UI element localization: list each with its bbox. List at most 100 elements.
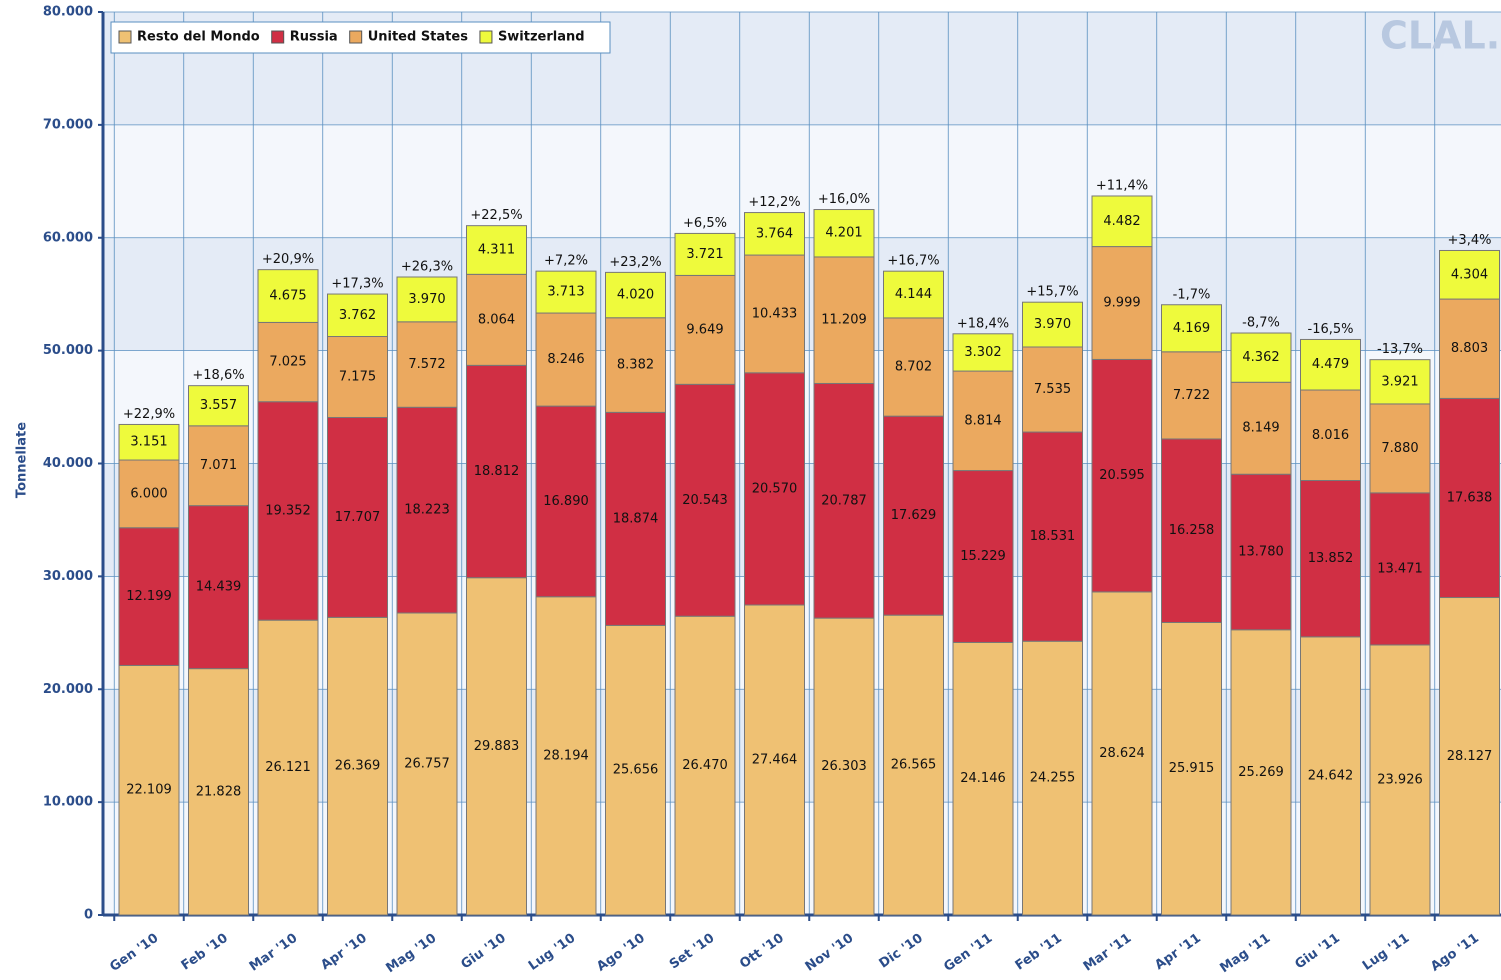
bar-segment <box>1439 597 1500 916</box>
data-label: 21.828 <box>196 784 242 799</box>
bar-segment <box>327 293 388 338</box>
data-label: 17.707 <box>335 510 381 525</box>
bar-segment <box>257 269 319 323</box>
total-change-label: -13,7% <box>1377 342 1423 357</box>
data-label: 3.151 <box>130 435 167 450</box>
data-label: 8.149 <box>1242 421 1279 436</box>
data-label: 18.812 <box>474 464 520 479</box>
bar-segment <box>1369 644 1431 916</box>
bar-segment <box>952 470 1014 643</box>
data-label: 9.649 <box>686 322 723 337</box>
legend-label: Switzerland <box>498 30 585 45</box>
bar-segment <box>396 321 458 408</box>
legend-swatch <box>271 30 285 44</box>
data-label: 10.433 <box>752 306 798 321</box>
bar-segment <box>118 664 180 916</box>
y-tick-label: 0 <box>84 908 93 923</box>
x-tick-label: Feb '10 <box>179 931 231 974</box>
bar-segment <box>118 423 180 461</box>
data-label: 27.464 <box>752 753 798 768</box>
legend-swatch <box>349 30 363 44</box>
bar-segment <box>188 668 249 916</box>
data-label: 13.471 <box>1377 561 1423 576</box>
total-change-label: +3,4% <box>1448 233 1492 248</box>
x-tick-label: Gen '11 <box>941 931 995 975</box>
total-change-label: +17,3% <box>331 277 383 292</box>
bar-segment <box>327 616 388 916</box>
y-tick-label: 40.000 <box>43 456 93 471</box>
data-label: 7.071 <box>200 458 237 473</box>
data-label: 13.780 <box>1238 545 1284 560</box>
data-label: 26.470 <box>682 758 728 773</box>
bar-segment <box>1091 195 1153 248</box>
data-label: 7.025 <box>269 355 306 370</box>
total-change-label: +15,7% <box>1026 285 1078 300</box>
bar-segment <box>396 276 458 323</box>
x-tick-label: Mag '11 <box>1217 931 1273 976</box>
data-label: 4.201 <box>825 226 862 241</box>
data-label: 12.199 <box>126 589 172 604</box>
data-label: 16.890 <box>543 494 589 509</box>
bar-segment <box>883 270 944 319</box>
bar-segment <box>1161 351 1222 440</box>
data-label: 4.362 <box>1242 350 1279 365</box>
bar-segment <box>952 370 1014 472</box>
total-change-label: +7,2% <box>544 254 588 269</box>
data-label: 13.852 <box>1308 551 1354 566</box>
bar-segment <box>1091 246 1153 360</box>
data-label: 7.535 <box>1034 382 1071 397</box>
total-change-label: +22,9% <box>123 407 175 422</box>
bar-segment <box>118 459 180 529</box>
data-label: 25.269 <box>1238 765 1284 780</box>
x-tick-label: Lug '11 <box>1360 931 1412 974</box>
bar-segment <box>605 411 666 626</box>
y-tick-label: 70.000 <box>43 117 93 132</box>
data-label: 3.764 <box>756 226 793 241</box>
total-change-label: +18,4% <box>957 316 1009 331</box>
bar-segment <box>883 614 944 916</box>
data-label: 4.020 <box>617 288 654 303</box>
total-change-label: -1,7% <box>1173 287 1211 302</box>
bar-segment <box>1022 301 1083 348</box>
data-label: 26.757 <box>404 756 450 771</box>
bar-segment <box>1230 332 1292 383</box>
x-tick-label: Apr '11 <box>1152 931 1204 973</box>
total-change-label: +26,3% <box>401 260 453 275</box>
bar-segment <box>674 383 736 617</box>
data-label: 8.016 <box>1312 428 1349 443</box>
bar-segment <box>674 232 736 276</box>
data-label: 24.642 <box>1308 768 1354 783</box>
bar-segment <box>605 624 666 916</box>
data-label: 22.109 <box>126 783 172 798</box>
y-tick-label: 60.000 <box>43 230 93 245</box>
data-label: 23.926 <box>1377 772 1423 787</box>
bar-segment <box>257 321 319 403</box>
data-label: 3.970 <box>1034 317 1071 332</box>
bar-segment <box>466 225 527 275</box>
bar-segment <box>674 274 736 385</box>
data-label: 4.144 <box>895 287 932 302</box>
data-label: 3.970 <box>408 292 445 307</box>
data-label: 3.921 <box>1381 374 1418 389</box>
x-tick-label: Gen '10 <box>107 931 161 975</box>
bar-segment <box>952 641 1014 916</box>
legend-label: Resto del Mondo <box>137 30 260 45</box>
data-label: 25.915 <box>1169 761 1215 776</box>
legend-label: United States <box>368 30 469 45</box>
legend-swatch <box>118 30 132 44</box>
data-label: 20.570 <box>752 481 798 496</box>
bar-segment <box>674 615 736 916</box>
data-label: 7.722 <box>1173 388 1210 403</box>
total-change-label: +20,9% <box>262 252 314 267</box>
logo: CLAL.it <box>1380 14 1501 58</box>
bar-segment <box>466 364 527 579</box>
bar-segment <box>257 619 319 916</box>
total-change-label: +16,0% <box>818 192 870 207</box>
data-label: 26.303 <box>821 759 867 774</box>
bar-segment <box>1091 358 1153 593</box>
bar-segment <box>1091 591 1153 916</box>
data-label: 24.255 <box>1030 771 1076 786</box>
total-change-label: +23,2% <box>609 255 661 270</box>
data-label: 9.999 <box>1103 296 1140 311</box>
total-change-label: -8,7% <box>1242 316 1280 331</box>
